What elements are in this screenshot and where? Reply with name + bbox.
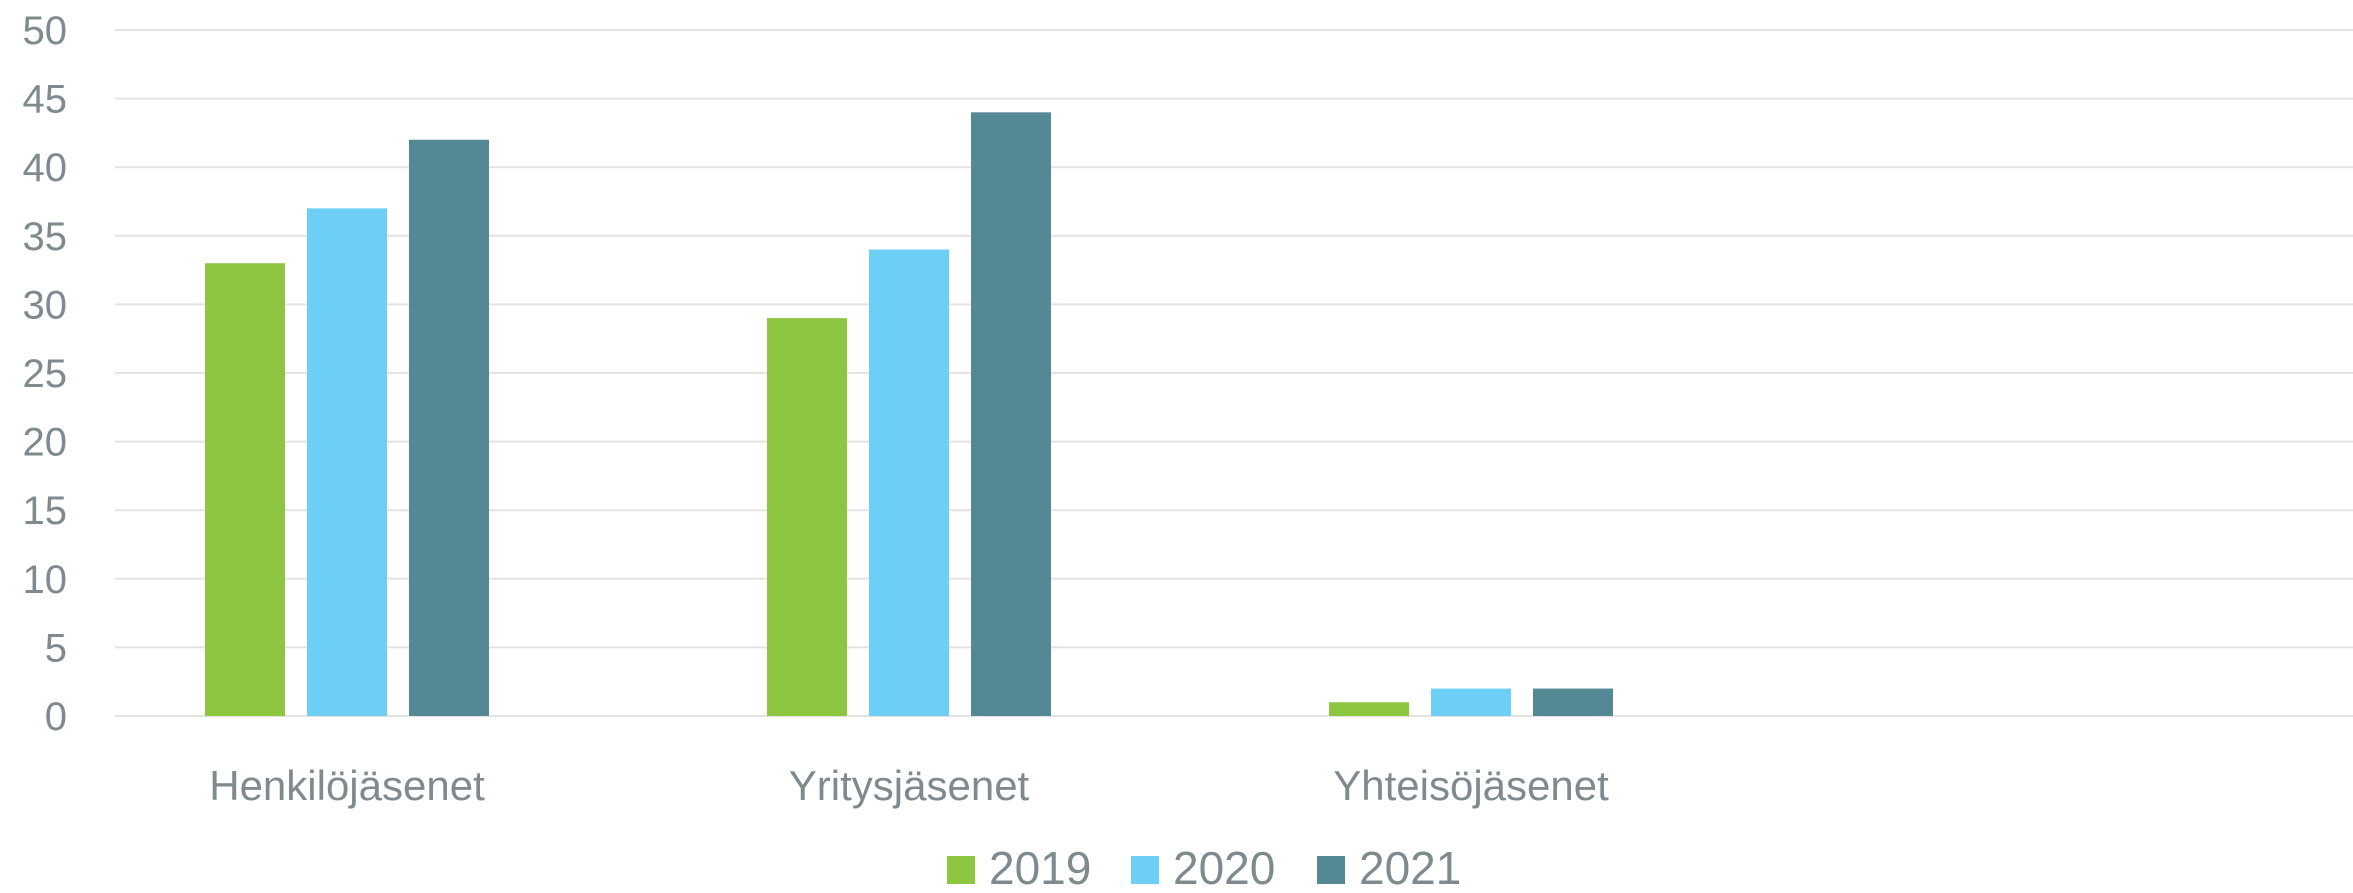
bar-2020-1 bbox=[869, 249, 949, 716]
x-category-label: Yritysjäsenet bbox=[789, 762, 1030, 809]
bar-2019-1 bbox=[767, 318, 847, 716]
x-axis: Henkilöjäsenet Yritysjäsenet Yhteisöjäsene… bbox=[209, 762, 1609, 809]
bar-2021-0 bbox=[409, 139, 489, 716]
y-tick-label-45: 45 bbox=[23, 78, 68, 122]
x-category-label: Yhteisöjäsenet bbox=[1333, 762, 1609, 809]
y-tick-label-0: 0 bbox=[45, 695, 67, 739]
legend-swatch-2019 bbox=[947, 856, 975, 884]
y-tick-label-30: 30 bbox=[23, 283, 68, 327]
legend-swatch-2021 bbox=[1317, 856, 1345, 884]
legend: 2019 2020 2021 bbox=[947, 842, 1461, 893]
x-category-label: Henkilöjäsenet bbox=[209, 762, 485, 809]
legend-swatch-2020 bbox=[1131, 856, 1159, 884]
y-tick-label-40: 40 bbox=[23, 146, 68, 190]
legend-label-2021: 2021 bbox=[1359, 842, 1461, 893]
bar-2020-0 bbox=[307, 208, 387, 717]
bar-2020-2 bbox=[1431, 688, 1511, 716]
y-tick-label-25: 25 bbox=[23, 352, 68, 396]
y-tick-label-5: 5 bbox=[45, 626, 67, 670]
bars bbox=[205, 112, 1613, 717]
legend-label-2019: 2019 bbox=[989, 842, 1091, 893]
bar-2021-1 bbox=[971, 112, 1051, 716]
bar-2019-0 bbox=[205, 263, 285, 716]
y-tick-label-20: 20 bbox=[23, 421, 68, 465]
bar-2021-2 bbox=[1533, 688, 1613, 716]
bar-2019-2 bbox=[1329, 702, 1409, 716]
y-tick-label-10: 10 bbox=[23, 558, 68, 602]
y-tick-label-35: 35 bbox=[23, 215, 68, 259]
y-tick-label-15: 15 bbox=[23, 489, 68, 533]
legend-label-2020: 2020 bbox=[1173, 842, 1275, 893]
y-tick-label-50: 50 bbox=[23, 9, 68, 53]
y-axis: 0 5 10 15 20 25 30 35 40 45 50 bbox=[23, 9, 68, 739]
